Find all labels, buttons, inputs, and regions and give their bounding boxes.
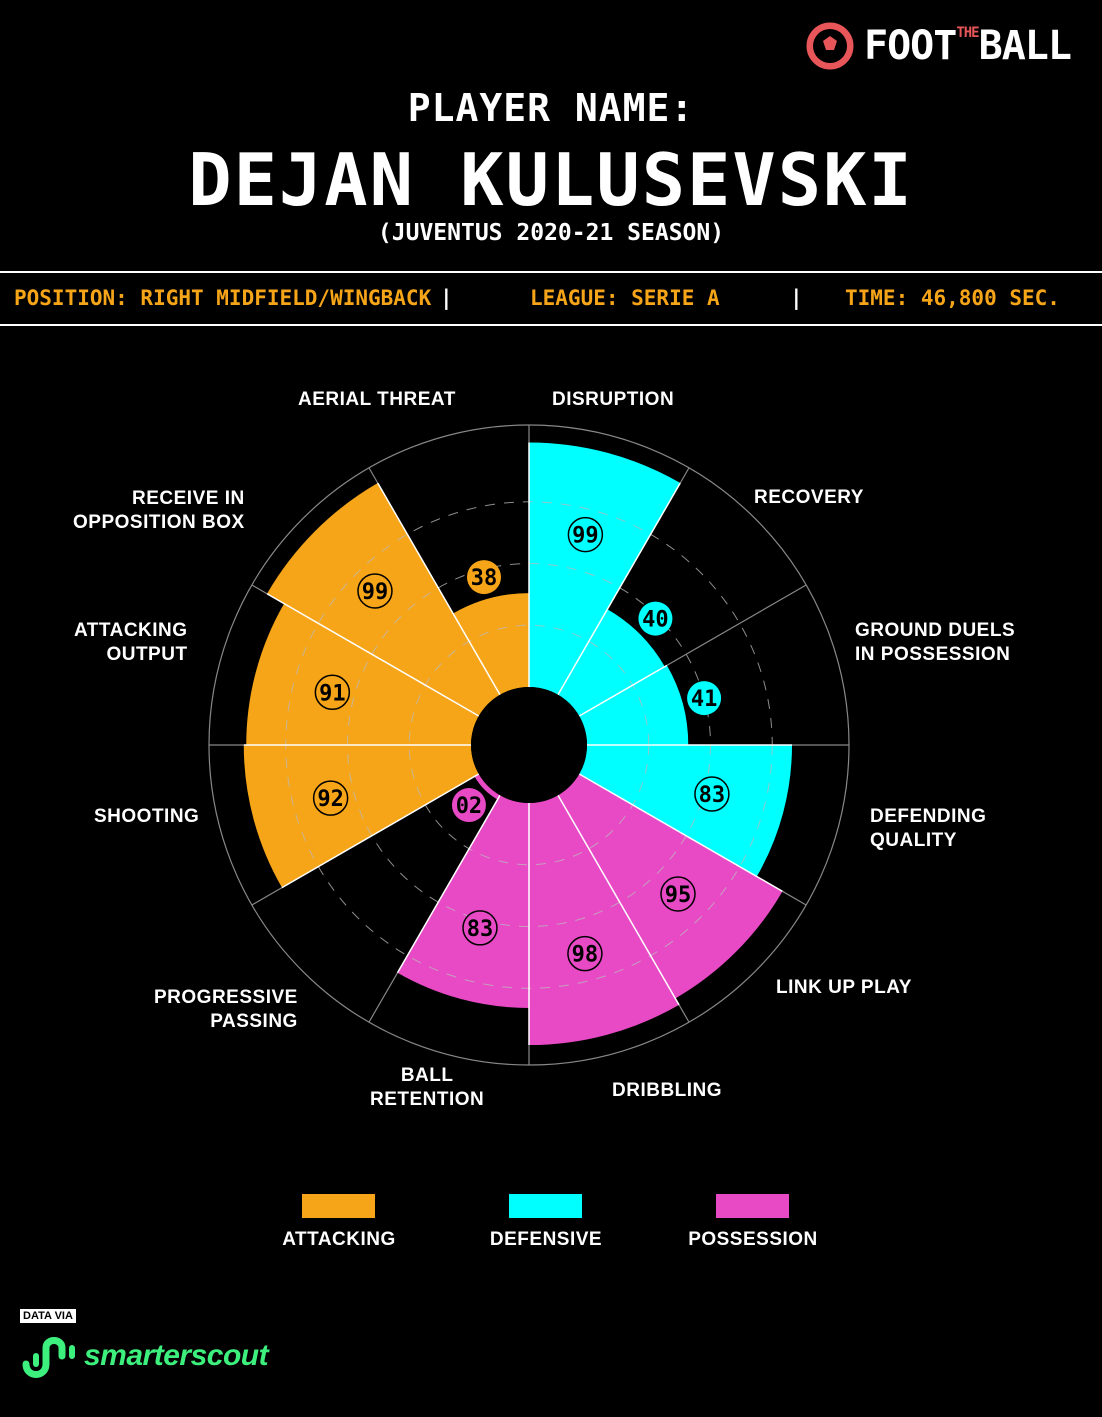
spoke-outer-8: [251, 887, 283, 906]
label-defending-quality: DEFENDING QUALITY: [870, 806, 987, 851]
spoke-inner-4: [578, 773, 783, 892]
value-label-0: 99: [572, 524, 599, 549]
bar-7: [474, 774, 500, 800]
value-badge-11: [467, 560, 502, 595]
smarterscout-icon: [22, 1337, 75, 1378]
spoke-inner-8: [281, 773, 480, 889]
bar-8: [243, 745, 479, 888]
label-recovery: RECOVERY: [754, 487, 864, 508]
value-badge-4: [660, 876, 696, 912]
spoke-outer-7: [368, 972, 399, 1023]
value-badge-5: [567, 935, 603, 972]
bar-2: [579, 665, 689, 745]
value-label-1: 40: [642, 608, 669, 633]
football-icon: [806, 22, 854, 70]
label-ball-retention: BALL RETENTION: [370, 1065, 485, 1110]
spoke-outer-1: [679, 467, 690, 484]
value-badge-10: [357, 573, 393, 609]
bar-1: [558, 609, 665, 716]
player-name-label: PLAYER NAME:: [407, 86, 695, 130]
value-label-7: 02: [456, 794, 483, 819]
smarterscout-logo: smarterscout: [20, 1334, 269, 1378]
spoke-inner-5: [557, 794, 680, 1006]
bar-5: [529, 795, 680, 1046]
value-badge-2: [687, 681, 722, 716]
data-via-badge: DATA VIA: [20, 1309, 76, 1323]
label-receive-in-opposition-box: RECEIVE IN OPPOSITION BOX: [73, 488, 245, 533]
info-separator-2: |: [790, 286, 803, 310]
bar-3: [579, 745, 793, 877]
spoke-inner-11: [377, 482, 501, 696]
value-badge-3: [694, 776, 730, 812]
value-badge-1: [638, 601, 673, 636]
spoke-outer-10: [251, 584, 268, 595]
value-label-6: 83: [467, 917, 494, 942]
logo-wordmark: FOOTTHEBALL: [864, 23, 1072, 69]
bar-11: [453, 593, 529, 695]
value-label-10: 99: [362, 580, 389, 605]
bar-9: [246, 603, 479, 745]
label-shooting: SHOOTING: [94, 806, 200, 827]
value-label-8: 92: [317, 787, 344, 812]
legend-swatch-defensive: [509, 1194, 582, 1218]
player-name: DEJAN KULUSEVSKI: [188, 138, 914, 222]
value-label-3: 83: [699, 783, 726, 808]
chart-center: [471, 687, 587, 803]
value-badge-8: [312, 780, 349, 816]
info-time: TIME: 46,800 SEC.: [845, 286, 1060, 310]
value-label-9: 91: [319, 681, 346, 706]
smarterscout-wordmark: smarterscout: [84, 1339, 269, 1372]
spoke-outer-5: [678, 1004, 690, 1023]
spoke-inner-7: [396, 794, 501, 974]
header-rule-bottom: [0, 324, 1102, 326]
spoke-outer-11: [368, 467, 379, 484]
legend-label-possession: POSSESSION: [688, 1229, 818, 1250]
value-label-2: 41: [691, 687, 718, 712]
header-rule-top: [0, 271, 1102, 273]
label-attacking-output: ATTACKING OUTPUT: [74, 620, 188, 665]
label-progressive-passing: PROGRESSIVE PASSING: [154, 987, 298, 1032]
legend-label-defensive: DEFENSIVE: [489, 1229, 603, 1250]
legend-swatch-possession: [716, 1194, 789, 1218]
info-position: POSITION: RIGHT MIDFIELD/WINGBACK: [14, 286, 432, 310]
value-badge-7: [451, 788, 486, 823]
label-aerial-threat: AERIAL THREAT: [298, 389, 456, 410]
value-label-5: 98: [572, 943, 599, 968]
spoke-inner-2: [578, 664, 668, 717]
value-label-11: 38: [471, 566, 498, 591]
bar-6: [397, 795, 529, 1009]
info-league: LEAGUE: SERIE A: [530, 286, 720, 310]
info-separator-1: |: [440, 286, 453, 310]
label-ground-duels: GROUND DUELS IN POSSESSION: [855, 620, 1016, 665]
legend-swatch-attacking: [302, 1194, 375, 1218]
legend-label-attacking: ATTACKING: [282, 1229, 396, 1250]
footballl-logo: FOOTTHEBALL: [806, 22, 1072, 70]
spoke-outer-4: [782, 890, 807, 906]
value-badge-0: [567, 516, 604, 553]
bar-0: [529, 442, 681, 695]
label-disruption: DISRUPTION: [552, 389, 675, 410]
spoke-outer-2: [666, 584, 807, 666]
spoke-inner-1: [557, 482, 681, 696]
label-dribbling: DRIBBLING: [612, 1080, 723, 1101]
season-label: (JUVENTUS 2020-21 SEASON): [377, 220, 725, 246]
value-label-4: 95: [665, 883, 692, 908]
label-link-up-play: LINK UP PLAY: [776, 977, 912, 998]
value-badge-9: [314, 674, 351, 711]
spoke-inner-10: [266, 593, 480, 717]
value-badge-6: [462, 910, 498, 946]
